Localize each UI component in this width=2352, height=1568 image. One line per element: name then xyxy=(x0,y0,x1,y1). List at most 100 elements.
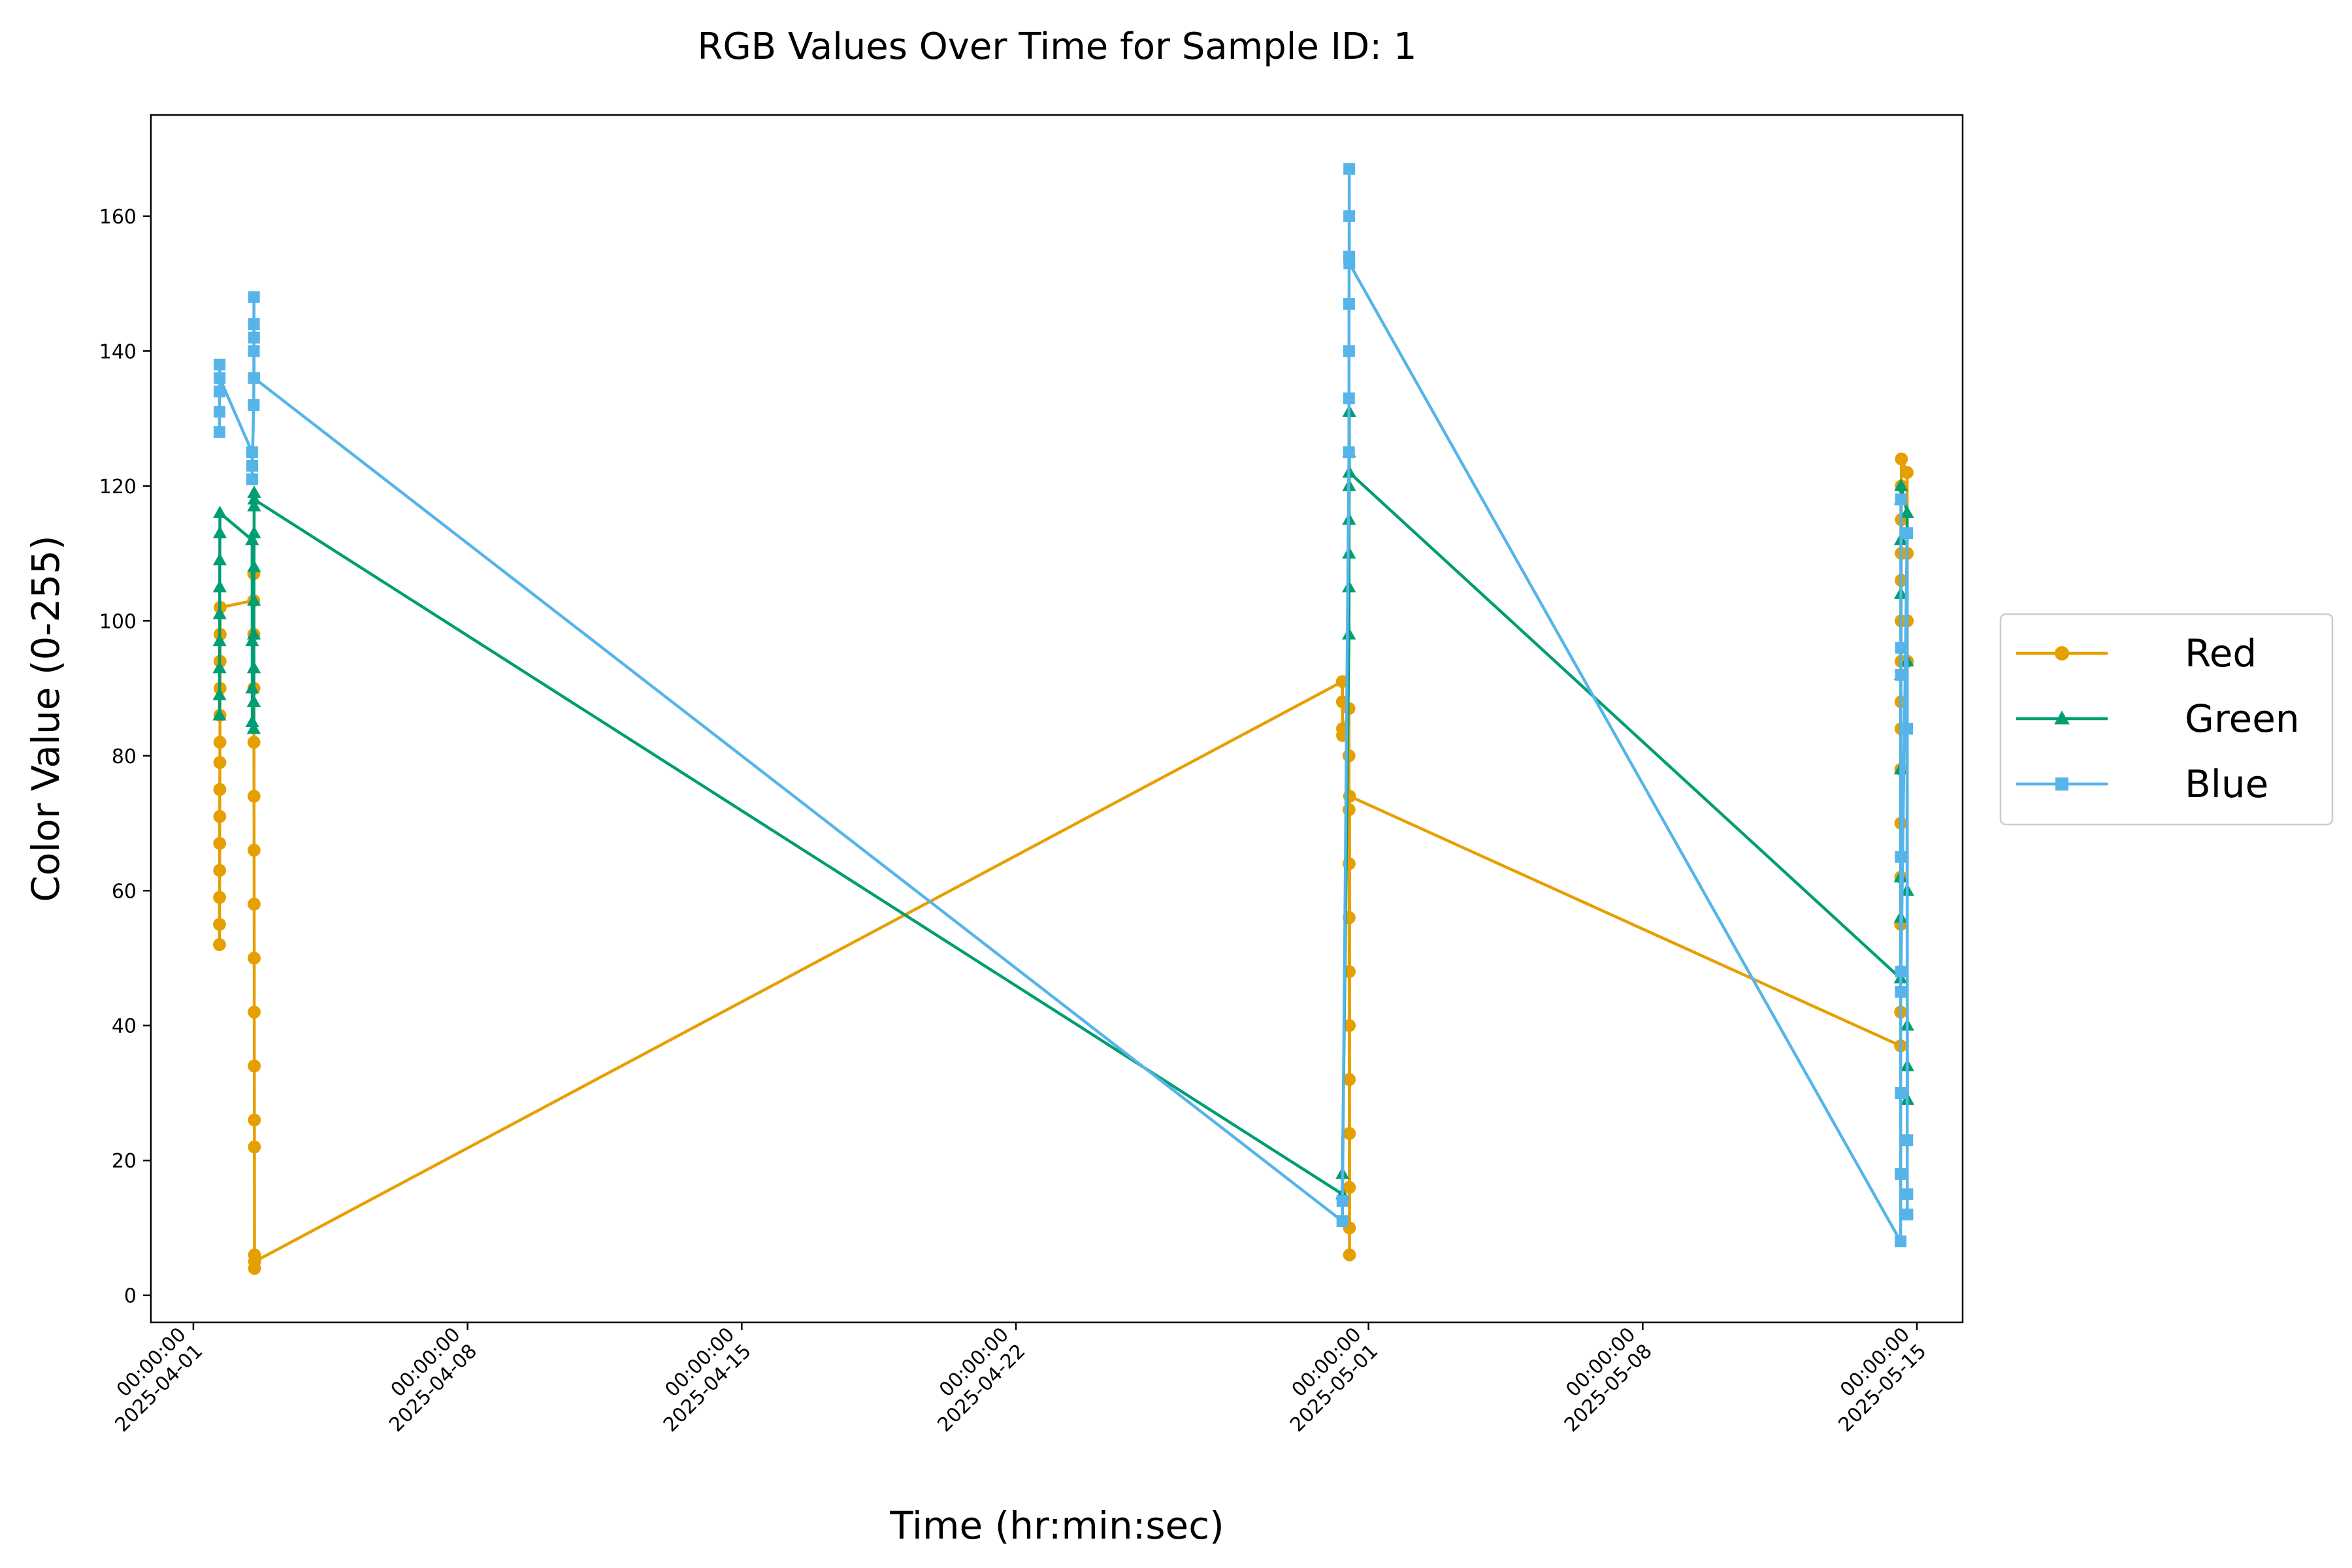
data-point-red xyxy=(1343,1248,1356,1262)
data-point-green xyxy=(247,593,261,606)
y-axis: 0 20 40 60 80 100 120 140 160 xyxy=(99,206,151,1308)
data-point-red xyxy=(248,1059,261,1073)
data-point-blue xyxy=(1343,298,1355,310)
data-point-blue xyxy=(1901,1208,1914,1220)
data-point-green xyxy=(247,498,261,512)
data-point-red xyxy=(213,917,226,931)
data-point-green xyxy=(247,525,261,538)
data-point-blue xyxy=(1901,1188,1914,1200)
data-point-red xyxy=(247,843,261,857)
data-point-green xyxy=(247,485,261,498)
data-point-blue xyxy=(1895,1168,1907,1180)
data-point-red xyxy=(1343,1019,1356,1032)
data-point-blue xyxy=(246,459,259,472)
data-point-green xyxy=(212,708,227,721)
data-point-blue xyxy=(214,385,226,398)
legend-box xyxy=(1999,613,2334,826)
data-point-green xyxy=(212,580,227,593)
data-point-red xyxy=(213,837,227,850)
data-point-blue xyxy=(1895,642,1907,654)
x-axis-title: Time (hr:min:sec) xyxy=(889,1503,1224,1548)
legend-label-blue: Blue xyxy=(2185,762,2268,806)
data-point-red xyxy=(213,736,227,749)
data-point-blue xyxy=(1343,257,1356,270)
y-tick-label: 140 xyxy=(99,340,137,363)
data-point-blue xyxy=(248,331,260,344)
data-point-green xyxy=(247,627,261,640)
data-point-blue xyxy=(1343,163,1356,175)
plot-frame xyxy=(150,114,1964,1324)
data-point-green xyxy=(212,687,227,700)
data-point-red xyxy=(248,1005,261,1019)
data-point-red xyxy=(213,783,227,796)
data-point-red xyxy=(248,1255,261,1268)
data-point-blue xyxy=(1343,345,1355,357)
data-point-green xyxy=(246,721,261,734)
y-tick-label: 100 xyxy=(99,610,137,633)
data-point-green xyxy=(246,694,261,708)
data-point-blue xyxy=(1895,668,1907,681)
data-point-blue xyxy=(1901,527,1914,540)
data-point-blue xyxy=(1895,1235,1907,1248)
data-point-green xyxy=(246,661,261,674)
data-point-red xyxy=(248,1113,261,1127)
data-point-blue xyxy=(246,446,258,459)
legend: Red Green Blue xyxy=(1999,613,2334,826)
data-point-blue xyxy=(1901,723,1914,735)
y-tick-label: 40 xyxy=(112,1015,137,1038)
data-point-red xyxy=(213,864,227,877)
y-tick-label: 0 xyxy=(124,1285,137,1308)
series-blue xyxy=(213,163,1914,1248)
data-point-green xyxy=(1342,627,1356,640)
data-point-red xyxy=(1343,1127,1356,1140)
data-point-red xyxy=(1901,466,1914,480)
data-point-green xyxy=(1900,505,1914,518)
data-point-green xyxy=(245,532,259,546)
data-point-blue xyxy=(1336,1215,1348,1228)
data-point-green xyxy=(212,505,227,518)
y-axis-title: Color Value (0-255) xyxy=(24,535,68,902)
data-point-red xyxy=(1343,1181,1356,1194)
legend-item-red: Red xyxy=(2016,631,2257,676)
data-point-green xyxy=(212,525,227,538)
data-point-green xyxy=(212,661,227,674)
data-point-blue xyxy=(1343,446,1355,459)
data-point-blue xyxy=(246,473,258,485)
data-point-red xyxy=(1343,1073,1356,1086)
data-point-red xyxy=(248,898,261,911)
data-point-green xyxy=(247,492,261,505)
data-point-blue xyxy=(1901,1134,1914,1147)
data-point-blue xyxy=(1895,986,1907,998)
data-point-red xyxy=(1895,452,1908,466)
data-point-blue xyxy=(248,318,260,331)
legend-marker-red xyxy=(2055,646,2069,661)
data-point-blue xyxy=(214,372,226,384)
data-point-blue xyxy=(1895,1086,1907,1099)
data-point-blue xyxy=(213,426,225,438)
y-tick-label: 120 xyxy=(99,476,137,498)
data-point-blue xyxy=(1895,493,1907,506)
data-point-blue xyxy=(214,358,226,370)
data-point-green xyxy=(245,681,259,694)
legend-label-red: Red xyxy=(2185,631,2257,676)
data-point-red xyxy=(213,938,226,951)
data-point-blue xyxy=(1895,851,1907,863)
data-point-red xyxy=(213,890,226,904)
data-point-green xyxy=(212,553,227,566)
data-point-green xyxy=(212,606,227,619)
data-point-blue xyxy=(1343,210,1356,222)
data-point-blue xyxy=(1895,966,1907,978)
data-point-red xyxy=(213,756,227,770)
data-point-red xyxy=(213,809,227,823)
y-tick-label: 160 xyxy=(99,206,137,229)
data-point-blue xyxy=(1343,392,1355,404)
data-point-green xyxy=(245,634,259,647)
plot-area xyxy=(212,163,1915,1275)
y-tick-label: 20 xyxy=(112,1150,137,1173)
data-point-blue xyxy=(248,372,260,384)
data-point-blue xyxy=(1336,1195,1348,1207)
chart-title: RGB Values Over Time for Sample ID: 1 xyxy=(697,25,1416,68)
data-point-blue xyxy=(214,406,226,418)
